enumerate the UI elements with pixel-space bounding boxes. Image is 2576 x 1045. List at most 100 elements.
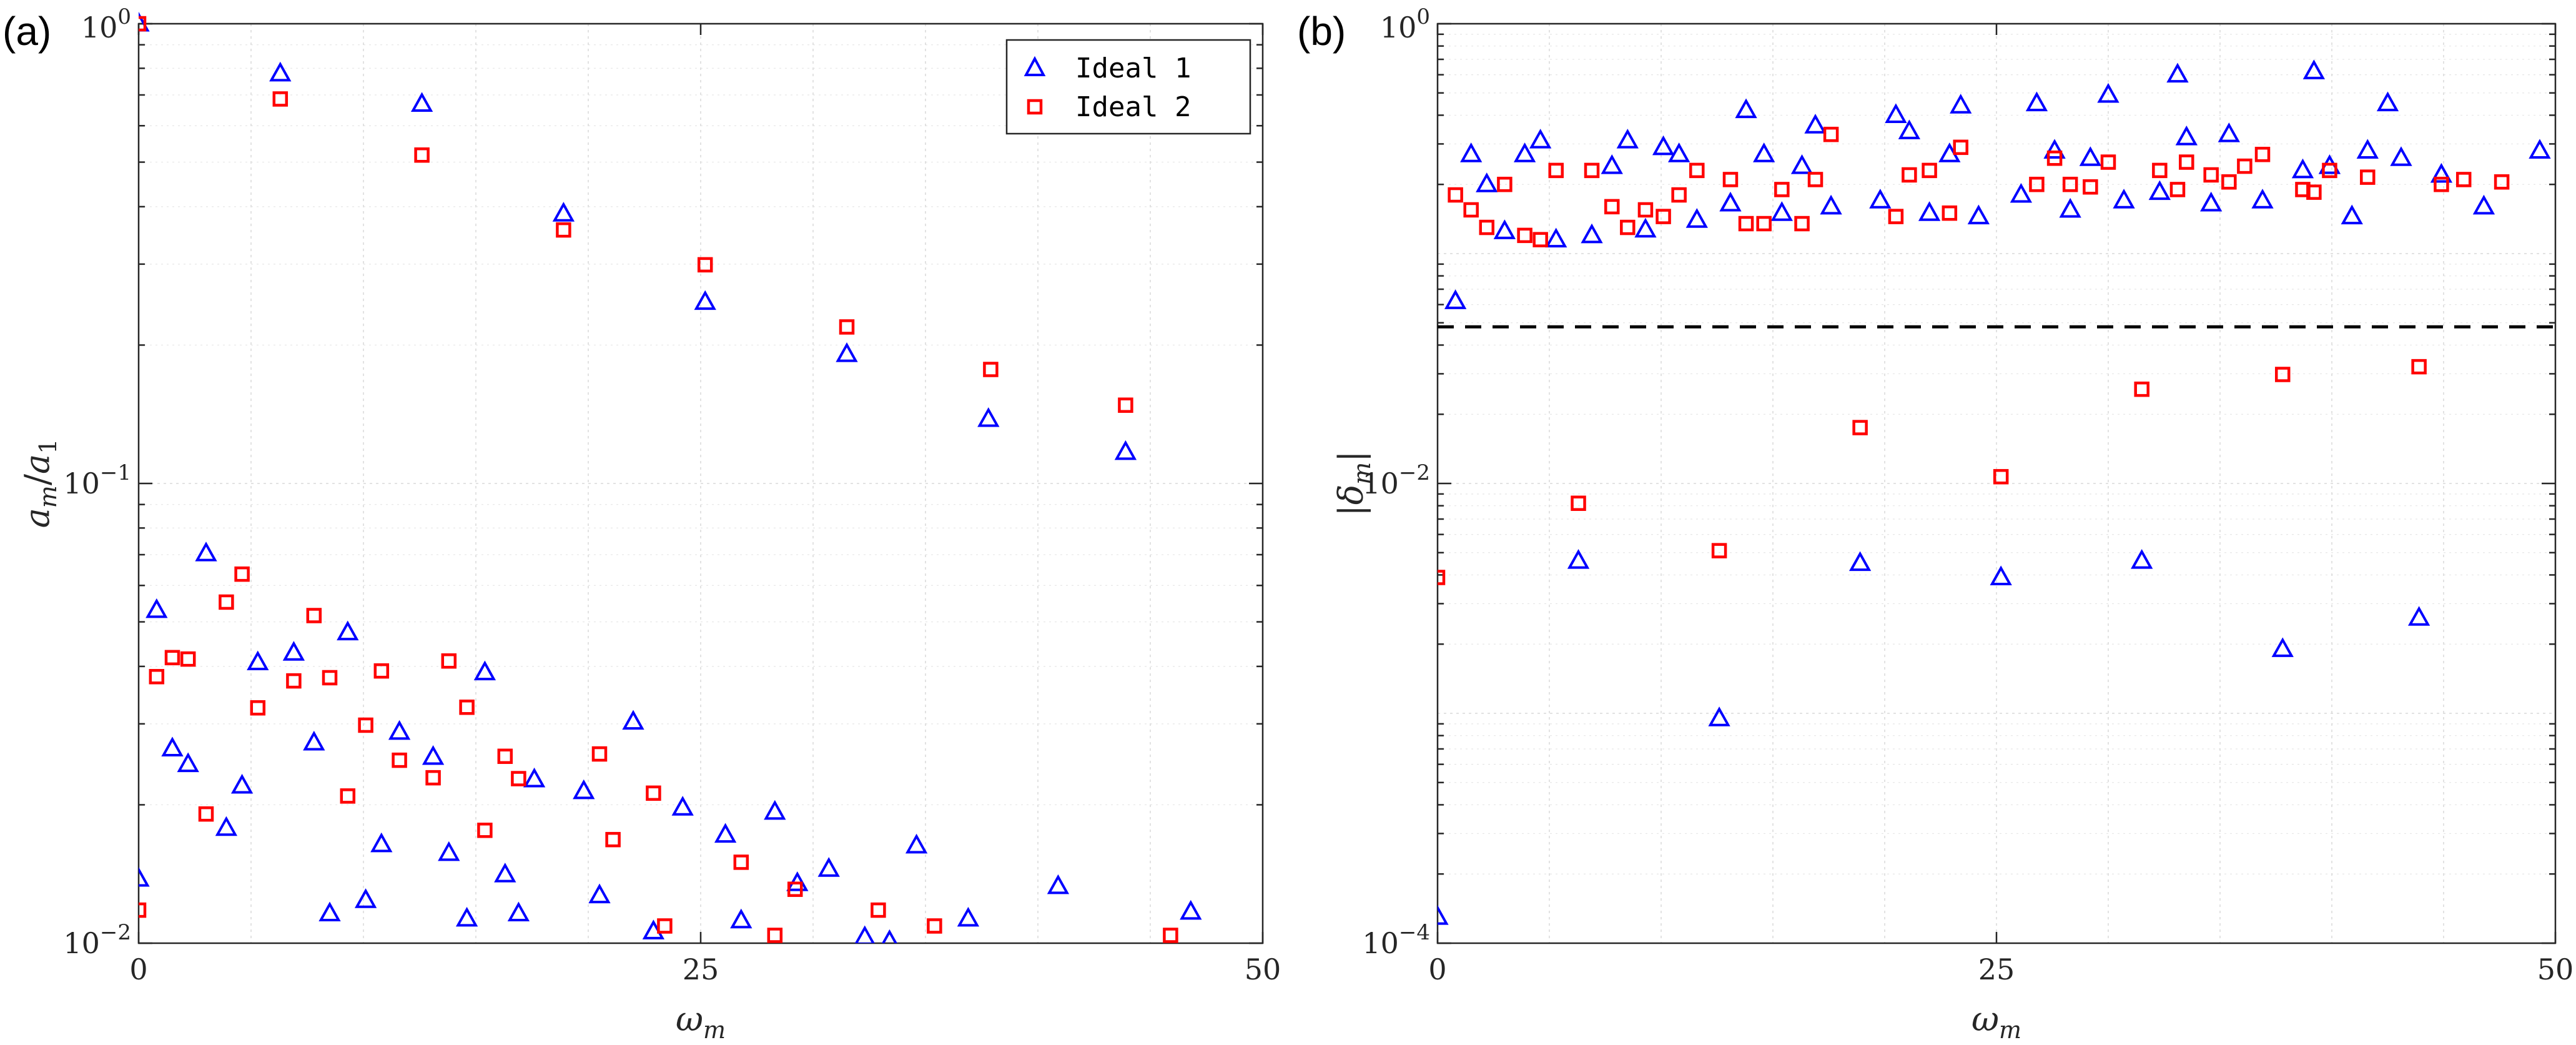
data-point-ideal-1 bbox=[523, 767, 546, 788]
data-point-ideal-1 bbox=[161, 736, 184, 756]
data-point-ideal-1 bbox=[1885, 103, 1907, 123]
data-point-ideal-1 bbox=[1460, 142, 1483, 162]
data-point-ideal-2 bbox=[2169, 182, 2186, 197]
data-point-ideal-2 bbox=[733, 854, 749, 870]
data-point-ideal-1 bbox=[230, 773, 254, 794]
data-point-ideal-2 bbox=[605, 831, 621, 848]
data-point-ideal-2 bbox=[164, 650, 180, 666]
data-point-ideal-1 bbox=[1967, 204, 1990, 225]
data-point-ideal-2 bbox=[1656, 209, 1671, 224]
data-point-ideal-2 bbox=[1604, 199, 1620, 215]
y-axis-label: |δm| bbox=[1331, 451, 1376, 517]
data-point-ideal-1 bbox=[694, 290, 716, 310]
data-point-ideal-1 bbox=[714, 823, 737, 843]
data-points bbox=[1438, 59, 2551, 925]
y-axis-label: am/a1 bbox=[17, 439, 62, 528]
data-point-ideal-1 bbox=[1770, 201, 1793, 221]
data-point-ideal-1 bbox=[1438, 904, 1449, 925]
data-point-ideal-1 bbox=[2025, 91, 2048, 112]
data-point-ideal-1 bbox=[282, 641, 305, 661]
data-point-ideal-1 bbox=[195, 542, 217, 562]
data-point-ideal-2 bbox=[2322, 162, 2337, 179]
y-tick-label: 100 bbox=[81, 4, 131, 44]
x-tick-label: 50 bbox=[1245, 953, 1281, 986]
data-point-ideal-2 bbox=[591, 746, 608, 762]
data-point-ideal-1 bbox=[836, 342, 858, 362]
data-point-ideal-1 bbox=[1950, 94, 1972, 114]
data-point-ideal-1 bbox=[1735, 98, 1757, 119]
data-point-ideal-2 bbox=[1738, 215, 1754, 232]
data-point-ideal-2 bbox=[1118, 397, 1133, 413]
data-point-ideal-1 bbox=[1898, 119, 1921, 139]
data-point-ideal-1 bbox=[473, 660, 496, 681]
data-point-ideal-2 bbox=[556, 222, 571, 238]
x-axis-label: ωm bbox=[676, 999, 726, 1044]
data-point-ideal-2 bbox=[2434, 176, 2449, 192]
data-point-ideal-1 bbox=[269, 61, 292, 82]
data-point-ideal-2 bbox=[2494, 174, 2510, 190]
data-point-ideal-1 bbox=[2251, 189, 2274, 209]
data-point-ideal-1 bbox=[1848, 551, 1872, 572]
data-point-ideal-2 bbox=[1711, 543, 1727, 558]
data-point-ideal-2 bbox=[2274, 367, 2291, 382]
data-point-ideal-2 bbox=[1794, 215, 1810, 232]
data-point-ideal-1 bbox=[1652, 135, 1675, 156]
data-point-ideal-1 bbox=[370, 832, 393, 853]
panel-label: (b) bbox=[1297, 9, 1346, 54]
data-point-ideal-1 bbox=[1869, 189, 1892, 209]
data-point-ideal-2 bbox=[657, 918, 673, 934]
legend-box bbox=[1005, 39, 1251, 135]
data-point-ideal-2 bbox=[787, 881, 803, 897]
data-point-ideal-2 bbox=[1463, 202, 1479, 218]
data-point-ideal-2 bbox=[2455, 172, 2472, 187]
data-point-ideal-1 bbox=[438, 841, 460, 861]
data-point-ideal-2 bbox=[1637, 202, 1654, 218]
data-point-ideal-2 bbox=[2152, 162, 2168, 179]
data-point-ideal-1 bbox=[905, 833, 928, 854]
data-point-ideal-2 bbox=[1479, 219, 1495, 235]
data-point-ideal-1 bbox=[1708, 706, 1730, 726]
data-point-ideal-1 bbox=[552, 202, 575, 222]
data-point-ideal-2 bbox=[306, 608, 322, 623]
data-point-ideal-1 bbox=[2059, 197, 2081, 218]
data-point-ideal-1 bbox=[1444, 289, 1467, 309]
data-point-ideal-2 bbox=[2179, 154, 2194, 170]
data-point-ideal-2 bbox=[180, 651, 196, 667]
data-point-ideal-2 bbox=[1532, 232, 1548, 247]
data-point-ideal-1 bbox=[2529, 139, 2551, 159]
y-tick-label: 10−2 bbox=[63, 920, 131, 960]
data-point-ideal-2 bbox=[839, 319, 855, 335]
panel-a: 0 25 50 10−2 10−1 100 ωm am/a1 (a) Ideal 1 Ideal 2 bbox=[2, 4, 1281, 1044]
data-point-ideal-1 bbox=[817, 857, 840, 877]
data-point-ideal-1 bbox=[2390, 146, 2412, 166]
data-point-ideal-2 bbox=[1823, 126, 1839, 142]
data-point-ideal-1 bbox=[957, 906, 980, 927]
data-point-ideal-1 bbox=[854, 925, 875, 943]
data-point-ideal-1 bbox=[388, 720, 411, 740]
data-point-ideal-2 bbox=[927, 918, 942, 934]
data-point-ideal-1 bbox=[139, 11, 150, 32]
data-point-ideal-1 bbox=[247, 650, 269, 671]
data-point-ideal-2 bbox=[1438, 570, 1446, 585]
data-point-ideal-1 bbox=[494, 863, 516, 883]
data-point-ideal-2 bbox=[1722, 172, 1739, 187]
y-tick-label: 100 bbox=[1380, 4, 1430, 44]
panel-label: (a) bbox=[2, 9, 51, 54]
data-point-ideal-1 bbox=[1918, 201, 1941, 221]
data-point-ideal-2 bbox=[322, 670, 338, 686]
data-point-ideal-1 bbox=[139, 866, 150, 887]
data-point-ideal-2 bbox=[477, 823, 493, 838]
panel-b: 0 25 50 10−4 10−2 100 ωm |δm| (b) bbox=[1297, 4, 2574, 1044]
data-point-ideal-2 bbox=[767, 928, 783, 943]
data-point-ideal-2 bbox=[1620, 219, 1636, 235]
data-point-ideal-2 bbox=[1993, 468, 2009, 485]
x-axis-label: ωm bbox=[1971, 999, 2021, 1044]
data-point-ideal-1 bbox=[146, 598, 168, 618]
data-point-ideal-1 bbox=[1804, 114, 1827, 134]
data-point-ideal-1 bbox=[303, 730, 325, 751]
data-point-ideal-2 bbox=[198, 806, 214, 822]
data-point-ideal-2 bbox=[425, 770, 441, 786]
data-point-ideal-2 bbox=[219, 594, 234, 610]
data-point-ideal-2 bbox=[2411, 359, 2427, 375]
data-point-ideal-1 bbox=[337, 620, 359, 641]
